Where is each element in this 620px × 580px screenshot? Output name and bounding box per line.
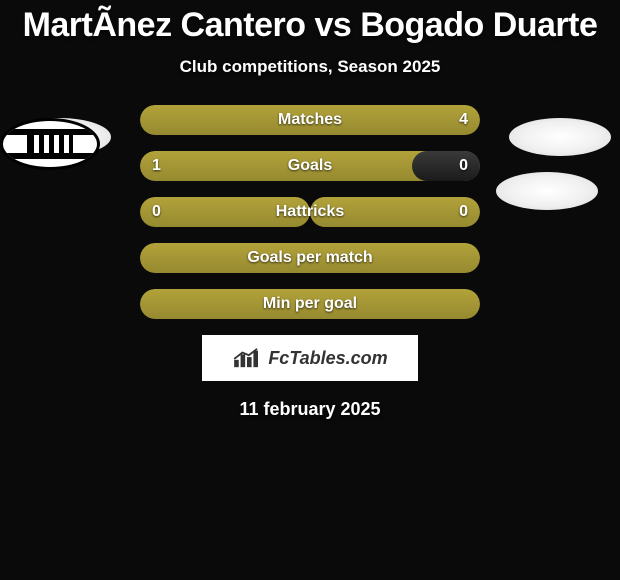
- player2-club-placeholder: [496, 172, 598, 210]
- bar-chart-icon: [232, 347, 262, 369]
- stat-value-left: 0: [152, 197, 161, 227]
- player2-flag-placeholder: [509, 118, 611, 156]
- stat-label: Goals per match: [140, 243, 480, 273]
- stat-bar: Matches4: [140, 105, 480, 135]
- stat-label: Goals: [140, 151, 480, 181]
- subtitle: Club competitions, Season 2025: [0, 57, 620, 77]
- stat-bar: Goals per match: [140, 243, 480, 273]
- club-logo-icon: [0, 118, 100, 170]
- stat-value-right: 4: [459, 105, 468, 135]
- stat-bar: Min per goal: [140, 289, 480, 319]
- stat-value-left: 1: [152, 151, 161, 181]
- stat-bar: Goals1 0: [140, 151, 480, 181]
- stat-value-right: 0: [459, 151, 468, 181]
- stat-value-right: 0: [459, 197, 468, 227]
- stat-label: Min per goal: [140, 289, 480, 319]
- player1-club-logo: [0, 118, 100, 170]
- brand-badge: FcTables.com: [202, 335, 418, 381]
- stat-label: Matches: [140, 105, 480, 135]
- stat-label: Hattricks: [140, 197, 480, 227]
- brand-text: FcTables.com: [268, 348, 387, 369]
- date-text: 11 february 2025: [0, 399, 620, 420]
- stat-bar: Hattricks0 0: [140, 197, 480, 227]
- stats-bars: Matches4Goals10Hattricks00Goals per matc…: [140, 105, 480, 319]
- player1-flag-placeholder: [9, 118, 111, 156]
- page-title: MartÃ­nez Cantero vs Bogado Duarte: [0, 0, 620, 45]
